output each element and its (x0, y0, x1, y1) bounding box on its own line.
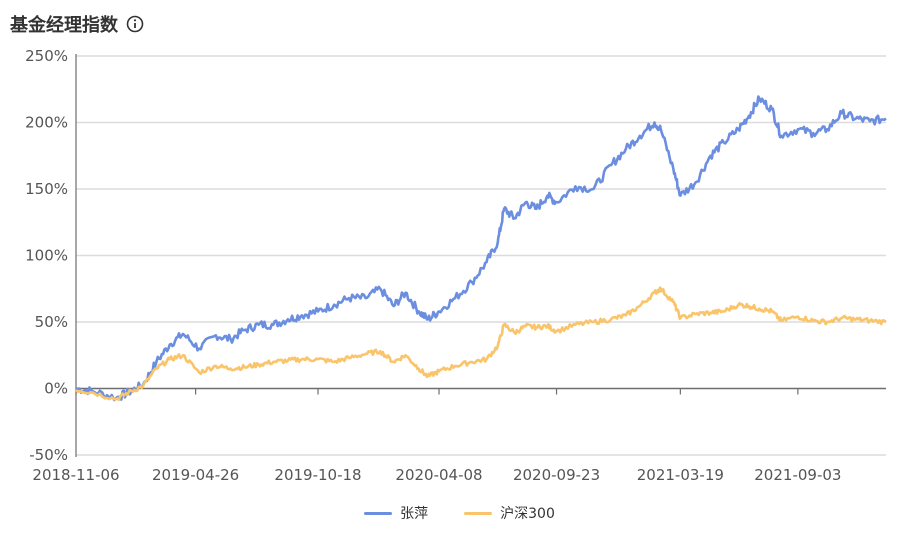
x-tick-label: 2020-09-23 (513, 466, 600, 484)
axes: -50% 0% 50% 100% 150% 200% 250% 2018-11-06 2019-… (25, 47, 886, 484)
x-tick-label: 2019-10-18 (274, 466, 361, 484)
y-tick-label: 0% (44, 380, 68, 398)
y-tick-label: 100% (25, 247, 68, 265)
x-tick-label: 2020-04-08 (395, 466, 482, 484)
info-circle-icon[interactable] (126, 15, 144, 33)
y-tick-label: 250% (25, 47, 68, 65)
y-tick-label: 200% (25, 114, 68, 132)
x-tick-label: 2021-03-19 (637, 466, 724, 484)
legend-label-zhangping: 张萍 (400, 506, 429, 522)
legend-item-hs300[interactable]: 沪深300 (464, 503, 555, 523)
chart-title: 基金经理指数 (10, 15, 118, 36)
y-tick-label: -50% (29, 446, 68, 464)
grid-lines (76, 55, 886, 456)
y-tick-label: 150% (25, 180, 68, 198)
legend-item-zhangping[interactable]: 张萍 (364, 503, 428, 523)
title-row: 基金经理指数 (10, 10, 144, 38)
y-tick-label: 50% (35, 313, 68, 331)
legend-swatch-hs300 (464, 511, 493, 515)
x-tick-label: 2021-09-03 (754, 466, 841, 484)
x-tick-label: 2018-11-06 (32, 466, 119, 484)
legend: 张萍 沪深300 (0, 503, 919, 523)
x-tick-label: 2019-04-26 (152, 466, 239, 484)
series-line-zhangping (75, 95, 887, 402)
legend-label-hs300: 沪深300 (500, 506, 555, 522)
line-chart: -50% 0% 50% 100% 150% 200% 250% 2018-11-06 2019-… (25, 47, 887, 484)
series-lines (75, 95, 887, 402)
legend-swatch-zhangping (364, 511, 393, 515)
series-line-hs300 (75, 286, 887, 402)
